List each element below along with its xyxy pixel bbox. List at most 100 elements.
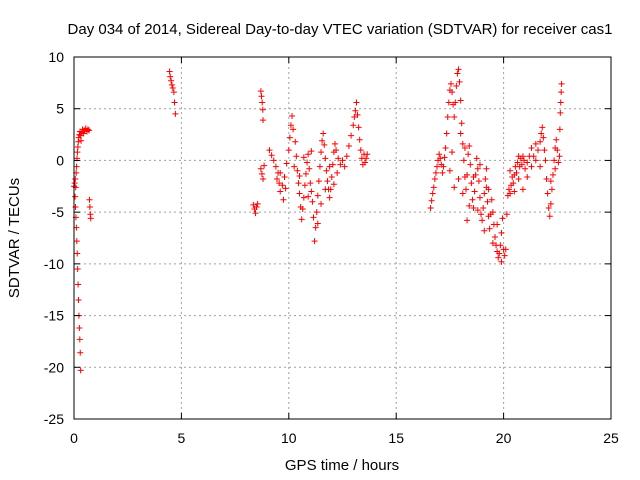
scatter-points — [71, 66, 565, 374]
data-point-marker — [327, 186, 334, 193]
data-point-marker — [259, 99, 266, 106]
data-point-marker — [289, 112, 296, 119]
data-point-marker — [444, 113, 451, 120]
data-point-marker — [86, 127, 93, 134]
data-point-marker — [298, 216, 305, 223]
data-point-marker — [341, 163, 348, 170]
data-point-marker — [75, 297, 82, 304]
data-point-marker — [459, 190, 466, 197]
data-point-marker — [258, 93, 265, 100]
data-point-marker — [296, 172, 303, 179]
data-point-marker — [542, 157, 549, 164]
data-point-marker — [555, 159, 562, 166]
chart-title: Day 034 of 2014, Sidereal Day-to-day VTE… — [68, 21, 613, 38]
data-point-marker — [528, 145, 535, 152]
data-point-marker — [498, 229, 505, 236]
data-point-marker — [428, 197, 435, 204]
data-point-marker — [455, 66, 462, 73]
axis-ticks — [73, 56, 612, 420]
data-point-marker — [314, 220, 321, 227]
data-point-marker — [447, 80, 454, 87]
data-point-marker — [254, 200, 261, 207]
data-point-marker — [277, 188, 284, 195]
data-point-marker — [458, 120, 465, 127]
data-point-marker — [362, 159, 369, 166]
data-point-marker — [294, 167, 301, 174]
data-point-marker — [547, 178, 554, 185]
data-point-marker — [76, 324, 83, 331]
data-point-marker — [302, 170, 309, 177]
data-point-marker — [335, 155, 342, 162]
plot-frame — [73, 56, 612, 420]
data-point-marker — [534, 147, 541, 154]
data-point-marker — [431, 176, 438, 183]
data-point-marker — [528, 163, 535, 170]
data-point-marker — [296, 190, 303, 197]
data-point-marker — [310, 214, 317, 221]
data-point-marker — [543, 176, 550, 183]
data-point-marker — [357, 147, 364, 154]
data-point-marker — [172, 110, 179, 117]
data-point-marker — [554, 147, 561, 154]
x-axis-title: GPS time / hours — [285, 457, 399, 474]
data-point-marker — [352, 107, 359, 114]
data-point-marker — [429, 190, 436, 197]
data-point-marker — [307, 180, 314, 187]
data-point-marker — [505, 186, 512, 193]
data-point-marker — [452, 99, 459, 106]
data-point-marker — [538, 130, 545, 137]
data-point-marker — [481, 227, 488, 234]
data-point-marker — [323, 167, 330, 174]
data-point-marker — [463, 186, 470, 193]
data-point-marker — [474, 207, 481, 214]
data-point-marker — [494, 221, 501, 228]
data-point-marker — [548, 186, 555, 193]
y-tick-label: -5 — [52, 204, 65, 220]
data-point-marker — [277, 169, 284, 176]
y-axis-title: SDTVAR / TECUs — [6, 178, 23, 298]
data-point-marker — [440, 163, 447, 170]
data-point-marker — [434, 163, 441, 170]
data-point-marker — [524, 159, 531, 166]
data-point-marker — [456, 78, 463, 85]
data-point-marker — [545, 205, 552, 212]
data-point-marker — [363, 155, 370, 162]
x-tick-label: 10 — [281, 430, 297, 446]
data-point-marker — [457, 130, 464, 137]
data-point-marker — [318, 149, 325, 156]
data-point-marker — [322, 186, 329, 193]
data-point-marker — [474, 165, 481, 172]
data-point-marker — [272, 163, 279, 170]
data-point-marker — [169, 85, 176, 92]
data-point-marker — [283, 160, 290, 167]
data-point-marker — [328, 173, 335, 180]
data-point-marker — [295, 180, 302, 187]
data-point-marker — [78, 137, 85, 144]
data-point-marker — [74, 266, 81, 273]
data-point-marker — [331, 140, 338, 147]
data-point-marker — [453, 82, 460, 89]
data-point-marker — [460, 157, 467, 164]
data-point-marker — [77, 367, 84, 374]
data-point-marker — [446, 167, 453, 174]
data-point-marker — [558, 80, 565, 87]
data-point-marker — [304, 159, 311, 166]
data-point-marker — [464, 171, 471, 178]
grid-lines — [74, 57, 611, 419]
data-point-marker — [479, 217, 486, 224]
data-point-marker — [299, 206, 306, 213]
data-point-marker — [544, 190, 551, 197]
y-tick-label: 5 — [56, 101, 64, 117]
data-point-marker — [492, 233, 499, 240]
data-point-marker — [316, 163, 323, 170]
data-point-marker — [279, 182, 286, 189]
data-point-marker — [558, 89, 565, 96]
data-point-marker — [443, 130, 450, 137]
y-tick-label: 0 — [56, 152, 64, 168]
data-point-marker — [521, 157, 528, 164]
x-tick-labels: 0 5 10 15 20 25 — [70, 430, 619, 446]
data-point-marker — [468, 180, 475, 187]
data-point-marker — [351, 113, 358, 120]
data-point-marker — [515, 176, 522, 183]
